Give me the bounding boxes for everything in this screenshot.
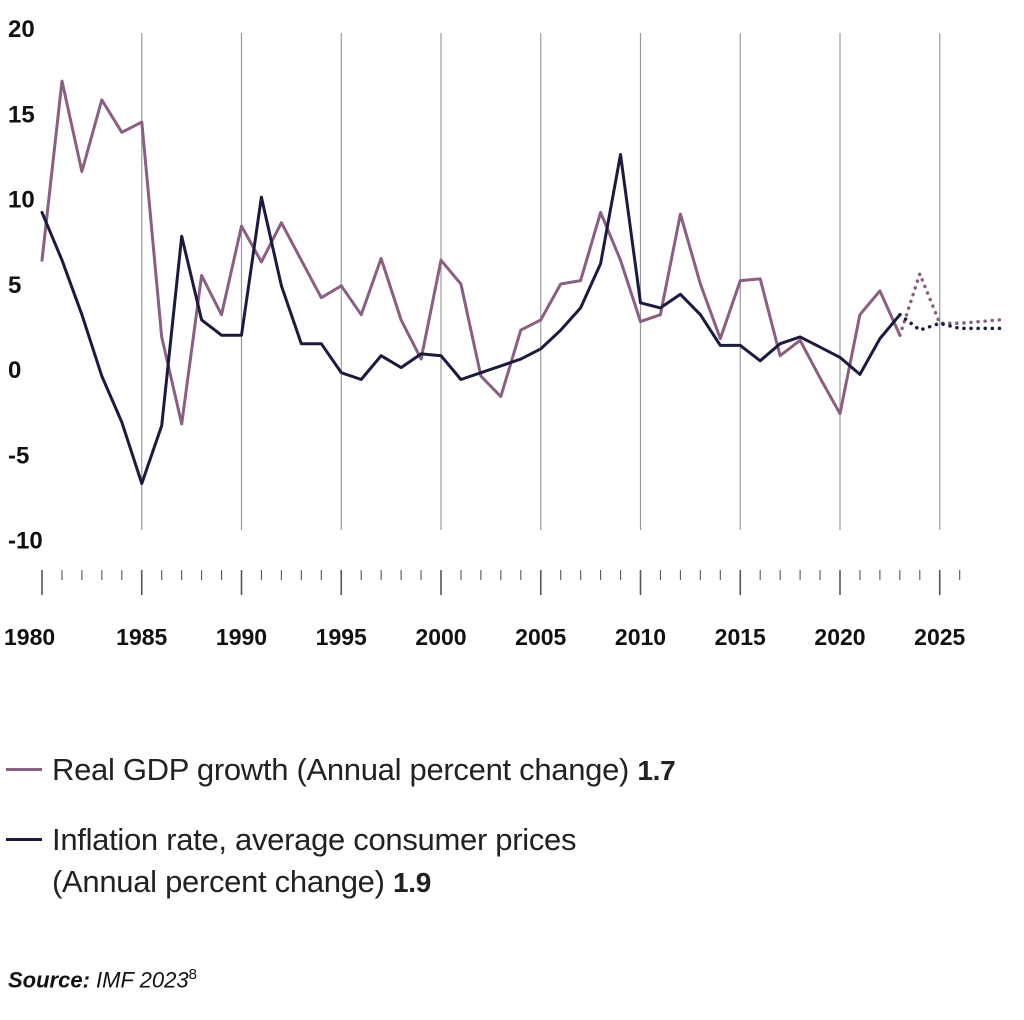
legend-value-gdp: 1.7 (637, 755, 676, 786)
series-forecast-gdp (898, 268, 1002, 337)
series-forecast-inflation (898, 312, 1002, 333)
y-tick-label: -5 (8, 442, 29, 469)
y-tick-label: 10 (8, 187, 35, 214)
x-tick-label: 1980 (4, 624, 55, 650)
y-tick-label: 5 (8, 272, 21, 299)
series-lines (40, 79, 1002, 485)
x-axis-tick-labels: 1980 1985 1990 1995 2000 2005 2010 2015 2020 2025 (4, 624, 966, 650)
y-tick-label: 20 (8, 16, 35, 43)
gridlines (141, 33, 941, 530)
legend-label-inflation-line2: (Annual percent change) (52, 864, 385, 899)
legend-label-inflation-line1: Inflation rate, average consumer prices (52, 822, 577, 857)
legend-item-gdp: Real GDP growth (Annual percent change) … (6, 752, 676, 788)
x-tick-label: 2015 (715, 624, 766, 650)
legend-swatch-gdp (6, 768, 42, 772)
legend-swatch-inflation (6, 838, 42, 842)
legend-label-gdp: Real GDP growth (Annual percent change) (52, 752, 630, 787)
source-note: Source: IMF 20238 (8, 966, 197, 993)
x-axis-minor-ticks (41, 570, 961, 595)
x-tick-label: 2005 (515, 624, 566, 650)
source-text: IMF 2023 (96, 967, 189, 993)
x-tick-label: 2025 (914, 624, 965, 650)
y-tick-label: -10 (8, 528, 43, 555)
x-tick-label: 1985 (116, 624, 167, 650)
source-footnote: 8 (188, 966, 197, 983)
x-tick-label: 2020 (814, 624, 865, 650)
legend-item-inflation: Inflation rate, average consumer prices … (6, 822, 576, 900)
x-tick-label: 2000 (415, 624, 466, 650)
x-tick-label: 1995 (316, 624, 367, 650)
x-tick-label: 2010 (615, 624, 666, 650)
legend-value-inflation: 1.9 (392, 867, 431, 898)
y-axis-ticks: 20 15 10 5 0 -5 -10 (8, 16, 43, 555)
source-label: Source: (8, 967, 90, 993)
series-line-inflation (40, 153, 902, 485)
x-tick-label: 1990 (216, 624, 267, 650)
y-tick-label: 0 (8, 357, 21, 384)
series-line-gdp (40, 79, 902, 426)
y-tick-label: 15 (8, 101, 35, 128)
